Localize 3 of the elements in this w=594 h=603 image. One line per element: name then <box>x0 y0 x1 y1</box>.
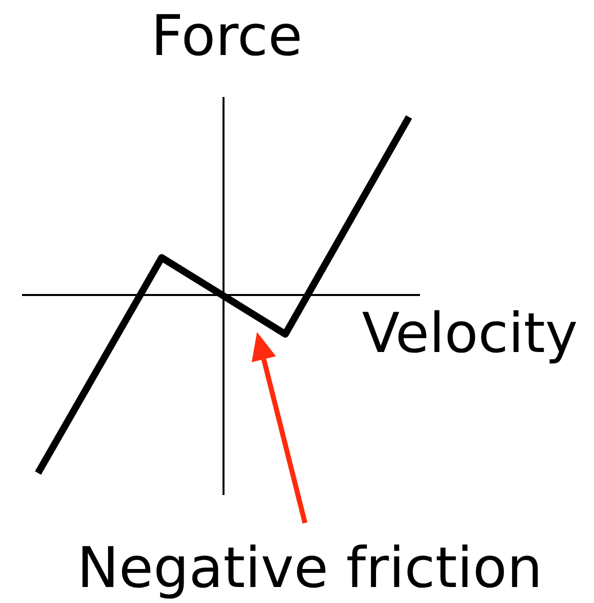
y-axis-title: Force <box>151 4 303 69</box>
x-axis-title: Velocity <box>362 301 578 365</box>
text: Negative friction <box>77 536 542 601</box>
